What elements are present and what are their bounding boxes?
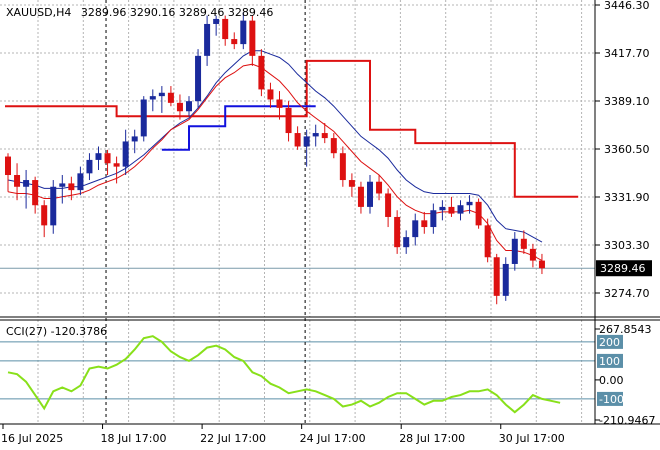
cci-level-badge [597,353,623,368]
candle-up [59,183,66,187]
candle-down [267,89,274,100]
cci-tick-label: 200 [599,336,620,349]
candle-up [204,23,211,56]
candle-up [158,92,165,97]
candle-up [412,220,419,238]
candle-up [186,101,192,112]
time-tick-label: 30 Jul 17:00 [499,432,565,445]
time-tick-label: 22 Jul 17:00 [200,432,266,445]
candle-down [258,55,265,90]
cci-title: CCI(27) -120.3786 [6,325,107,338]
candle-up [303,136,310,147]
candle-up [95,153,102,160]
candle-down [357,186,364,207]
candle-up [502,263,509,296]
candles [5,12,545,305]
price-tick-label: 3274.70 [604,287,650,300]
candle-up [430,210,437,228]
time-tick-label: 16 Jul 2025 [1,432,63,445]
candle-down [249,20,256,56]
candle-down [385,193,392,217]
candle-down [14,175,21,187]
candle-up [140,99,147,137]
session-break-lines [105,0,306,424]
candle-up [439,206,446,211]
candle-down [294,133,301,147]
price-tick-label: 3389.10 [604,95,650,108]
candle-down [68,183,75,191]
candle-down [538,260,545,269]
candle-down [475,201,482,226]
candle-down [285,107,292,134]
time-tick-label: 18 Jul 17:00 [101,432,167,445]
time-tick-label: 24 Jul 17:00 [300,432,366,445]
step-lines [5,59,579,198]
candle-up [511,238,518,264]
candle-down [376,181,383,194]
candle-down [167,92,174,103]
candle-up [77,173,84,191]
candle-up [149,96,156,100]
candle-up [50,186,57,226]
candle-up [457,205,464,214]
cci-line [7,335,561,414]
candle-down [330,138,337,154]
candle-down [520,238,527,249]
candle-down [339,153,346,181]
candle-down [421,220,428,228]
candle-down [176,102,183,112]
candle-down [41,205,48,226]
cci-tick-label: -210.9467 [599,414,655,427]
candle-up [240,20,247,45]
price-tick-label: 3331.90 [604,191,650,204]
candle-up [195,55,202,102]
current-price-badge [596,260,652,277]
candle-down [222,18,229,40]
candle-down [104,153,111,164]
price-tick-label: 3417.70 [604,47,650,60]
price-tick-label: 3303.30 [604,239,650,252]
candle-up [403,237,410,248]
cci-level-badge [597,391,623,406]
cci-grid [0,320,595,424]
candle-down [276,99,283,108]
candle-up [312,133,319,137]
price-tick-label: 3446.30 [604,0,650,12]
candle-up [122,141,129,167]
candle-down [32,180,39,206]
current-price-label: 3289.46 [600,262,646,275]
candle-down [448,206,455,214]
cci-tick-label: 267.8543 [599,323,652,336]
candle-down [493,257,500,296]
chart-header: XAUUSD,H4 3289.96 3290.16 3289.46 3289.4… [6,6,273,19]
upper-step-line [5,59,579,198]
candle-down [348,180,355,187]
time-tick-label: 28 Jul 17:00 [399,432,465,445]
price-tick-label: 3360.50 [604,143,650,156]
cci-series-line [7,335,561,414]
candle-down [484,225,491,258]
candle-up [213,18,220,24]
candle-down [5,156,11,176]
candle-up [367,181,373,207]
main-grid [0,0,595,317]
candle-down [529,248,536,261]
lower-step-line [161,105,316,151]
axes: 3446.30 3417.70 3389.10 3360.50 3331.90 3303.… [1,0,655,445]
candle-up [23,180,30,187]
candle-down [231,39,238,45]
candle-down [321,133,328,139]
slow-moving-average [7,50,543,243]
candle-up [466,201,473,206]
candle-up [131,136,138,142]
cci-tick-label: -100 [599,393,624,406]
candle-down [394,216,401,248]
cci-level-badge [597,334,623,349]
candle-up [86,159,93,174]
cci-tick-label: 100 [599,355,620,368]
cci-tick-label: 0.00 [599,374,624,387]
candle-down [113,163,120,167]
